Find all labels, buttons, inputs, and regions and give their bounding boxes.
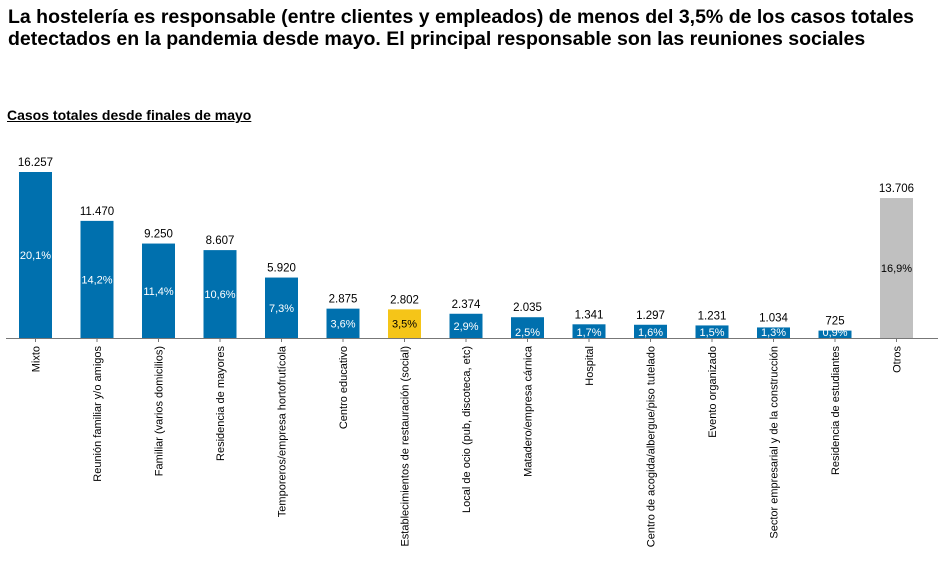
bar-9 bbox=[572, 324, 606, 338]
bar-6 bbox=[388, 309, 421, 338]
bar-7 bbox=[449, 313, 483, 338]
bar-13 bbox=[818, 330, 852, 338]
bar-1 bbox=[80, 220, 114, 338]
category-label-0: Mixto bbox=[31, 346, 43, 372]
value-label-2: 9.250 bbox=[144, 229, 173, 241]
bar-10 bbox=[634, 324, 667, 338]
percent-label-4: 7,3% bbox=[269, 303, 294, 315]
headline: La hostelería es responsable (entre clie… bbox=[8, 6, 915, 50]
value-label-14: 13.706 bbox=[879, 183, 914, 195]
category-label-8: Matadero/empresa cárnica bbox=[523, 345, 535, 477]
value-label-4: 5.920 bbox=[267, 263, 296, 275]
bar-5 bbox=[326, 308, 360, 338]
category-label-2: Familiar (varios domicilios) bbox=[154, 346, 166, 476]
value-label-1: 11.470 bbox=[80, 206, 114, 218]
percent-label-10: 1,6% bbox=[638, 327, 663, 339]
value-label-7: 2.374 bbox=[452, 299, 481, 311]
bar-2 bbox=[142, 243, 175, 338]
percent-label-2: 11,4% bbox=[143, 286, 174, 298]
value-label-12: 1.034 bbox=[759, 312, 788, 324]
percent-label-6: 3,5% bbox=[392, 319, 417, 331]
category-label-4: Temporeros/empresa hortofrutícola bbox=[277, 345, 289, 517]
value-label-0: 16.257 bbox=[18, 157, 53, 169]
percent-label-12: 1,3% bbox=[761, 327, 786, 339]
value-label-3: 8.607 bbox=[206, 235, 235, 247]
value-label-13: 725 bbox=[825, 316, 844, 328]
value-label-5: 2.875 bbox=[329, 294, 358, 306]
value-label-11: 1.231 bbox=[698, 310, 727, 322]
bar-12 bbox=[757, 327, 790, 338]
value-label-10: 1.297 bbox=[636, 310, 665, 322]
percent-label-5: 3,6% bbox=[330, 318, 355, 330]
bar-0 bbox=[19, 172, 52, 338]
value-label-9: 1.341 bbox=[575, 309, 604, 321]
value-label-6: 2.802 bbox=[390, 294, 419, 306]
bar-11 bbox=[695, 325, 729, 338]
percent-label-1: 14,2% bbox=[81, 274, 112, 286]
bar-8 bbox=[511, 317, 544, 338]
percent-label-3: 10,6% bbox=[204, 289, 235, 301]
category-label-5: Centro educativo bbox=[338, 346, 350, 429]
percent-label-11: 1,5% bbox=[699, 327, 724, 339]
bar-3 bbox=[203, 250, 237, 338]
bar-4 bbox=[265, 277, 298, 338]
percent-label-0: 20,1% bbox=[20, 250, 51, 262]
category-label-3: Residencia de mayores bbox=[215, 346, 227, 461]
percent-label-13: 0,9% bbox=[822, 327, 847, 339]
percent-label-9: 1,7% bbox=[576, 327, 601, 339]
category-label-9: Hospital bbox=[584, 346, 596, 386]
value-label-8: 2.035 bbox=[513, 302, 542, 314]
chart-subtitle: Casos totales desde finales de mayo bbox=[7, 107, 252, 123]
percent-label-8: 2,5% bbox=[515, 327, 540, 339]
category-label-12: Sector empresarial y de la construcción bbox=[769, 346, 781, 539]
category-label-10: Centro de acogida/albergue/piso tutelado bbox=[646, 346, 658, 547]
category-label-14: Otros bbox=[892, 346, 904, 373]
percent-label-7: 2,9% bbox=[453, 321, 478, 333]
percent-label-14: 16,9% bbox=[881, 263, 912, 275]
category-label-7: Local de ocio (pub, discoteca, etc) bbox=[461, 346, 473, 513]
category-label-11: Evento organizado bbox=[707, 346, 719, 438]
category-label-13: Residencia de estudiantes bbox=[830, 346, 842, 476]
bar-14 bbox=[880, 198, 913, 338]
category-label-1: Reunión familiar y/o amigos bbox=[92, 346, 104, 482]
category-label-6: Establecimientos de restauración (social… bbox=[400, 346, 412, 547]
